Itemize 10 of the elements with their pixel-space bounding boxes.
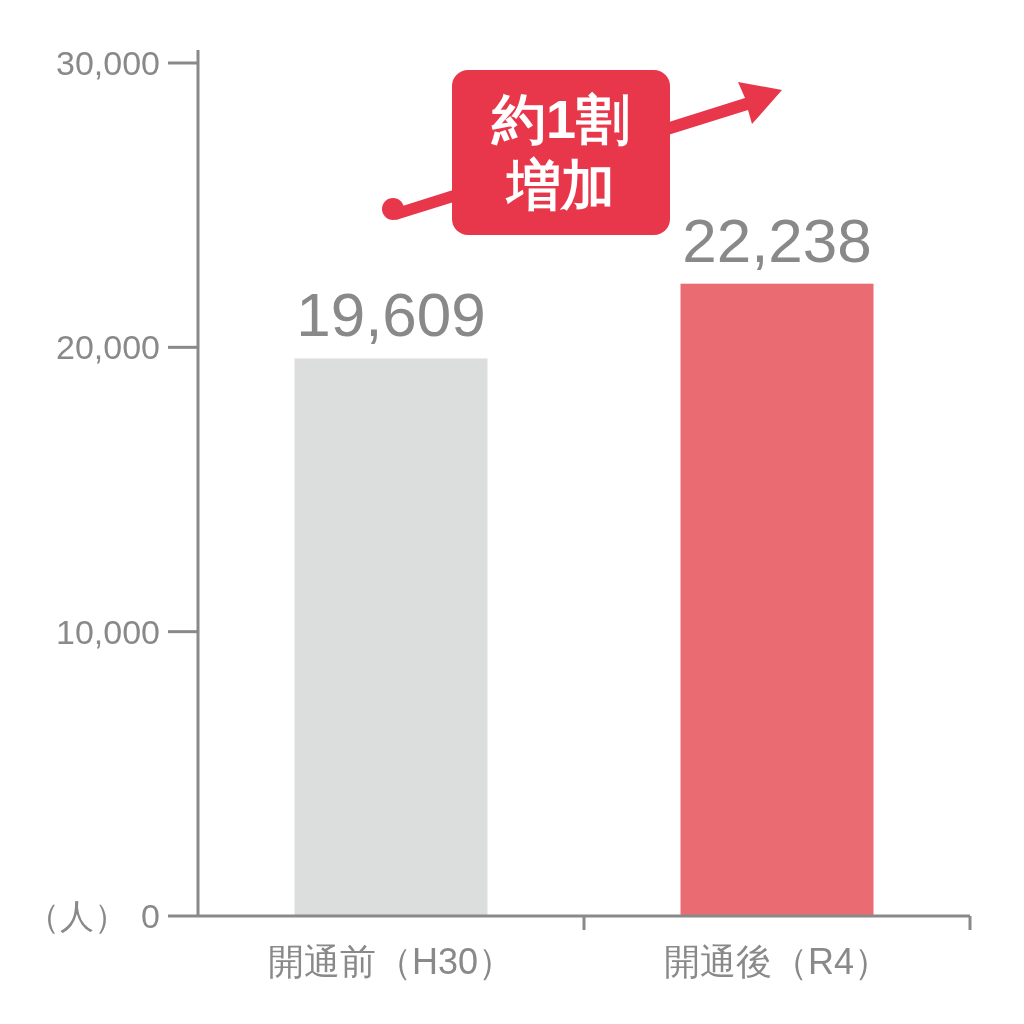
data-label: 19,609: [296, 280, 486, 350]
y-tick-label: 0: [141, 897, 160, 935]
y-tick-label: 30,000: [56, 44, 160, 82]
y-tick-label: 20,000: [56, 328, 160, 367]
x-tick-label: 開通前（H30）: [267, 941, 515, 982]
y-tick-label: 10,000: [56, 612, 160, 651]
y-axis-title: （人）: [26, 897, 128, 935]
x-tick-label: 開通後（R4）: [663, 941, 891, 982]
data-label: 22,238: [682, 205, 872, 275]
annotation: 約1割増加: [490, 88, 631, 217]
